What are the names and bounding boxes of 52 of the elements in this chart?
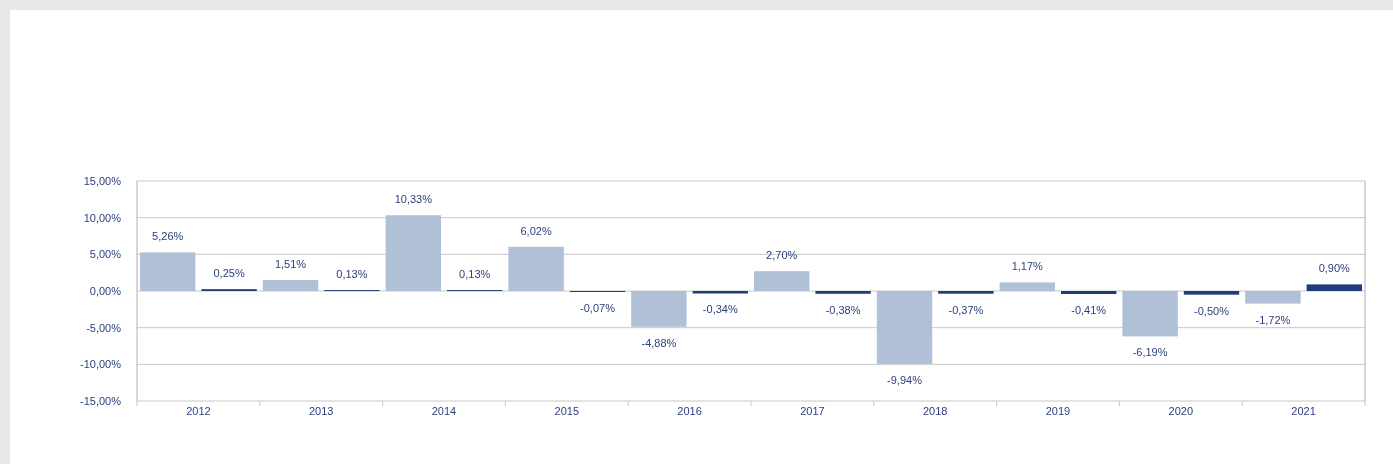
y-tick-label: 10,00% <box>83 211 122 224</box>
x-tick-label: 2019 <box>1045 405 1071 417</box>
data-label: -0,41% <box>1071 304 1107 317</box>
y-tick-label: 0,00% <box>89 284 122 297</box>
bar <box>815 291 871 294</box>
data-label: 0,13% <box>459 268 491 281</box>
data-label: 10,33% <box>394 193 433 206</box>
bar <box>508 246 564 291</box>
bar <box>1306 284 1362 291</box>
data-label: -0,34% <box>702 303 738 316</box>
data-label: 1,17% <box>1011 260 1044 273</box>
y-tick-label: -15,00% <box>80 394 122 407</box>
data-label: -1,72% <box>1255 313 1291 326</box>
y-tick-label: 5,00% <box>89 248 122 261</box>
data-label: -0,37% <box>948 303 984 316</box>
x-tick-label: 2012 <box>186 405 211 417</box>
x-tick-label: 2021 <box>1291 405 1316 417</box>
bar <box>262 279 319 291</box>
data-label: 1,51% <box>274 257 307 270</box>
x-tick-label: 2016 <box>677 405 702 417</box>
data-label: -0,38% <box>825 303 861 316</box>
bar <box>1245 291 1301 304</box>
data-label: -0,07% <box>580 301 616 314</box>
bar <box>385 215 441 291</box>
bar <box>1183 291 1240 295</box>
bar <box>1061 291 1117 295</box>
x-tick-label: 2020 <box>1168 405 1194 417</box>
y-tick-label: 15,00% <box>83 174 122 187</box>
data-label: 5,26% <box>152 230 184 243</box>
data-label: -0,50% <box>1194 304 1230 317</box>
data-label: 2,70% <box>766 249 798 262</box>
bar <box>938 291 994 294</box>
data-label: -9,94% <box>887 373 923 386</box>
bar <box>631 291 687 327</box>
data-label: 0,25% <box>213 267 245 280</box>
bar <box>876 291 933 364</box>
y-tick-label: -5,00% <box>86 321 122 334</box>
bar <box>140 252 196 291</box>
x-tick-label: 2017 <box>800 405 825 417</box>
data-label: 6,02% <box>520 224 552 237</box>
bar <box>1122 291 1178 337</box>
bar <box>999 282 1055 291</box>
x-tick-label: 2015 <box>554 405 580 417</box>
x-tick-label: 2018 <box>922 405 948 417</box>
bar <box>754 271 810 291</box>
data-label: 0,90% <box>1318 262 1351 275</box>
x-tick-label: 2013 <box>308 405 334 417</box>
y-tick-label: -10,00% <box>80 358 122 371</box>
data-label: 0,13% <box>336 268 368 281</box>
x-tick-label: 2014 <box>431 405 457 417</box>
data-label: -6,19% <box>1132 346 1168 359</box>
data-label: -4,88% <box>641 336 677 349</box>
